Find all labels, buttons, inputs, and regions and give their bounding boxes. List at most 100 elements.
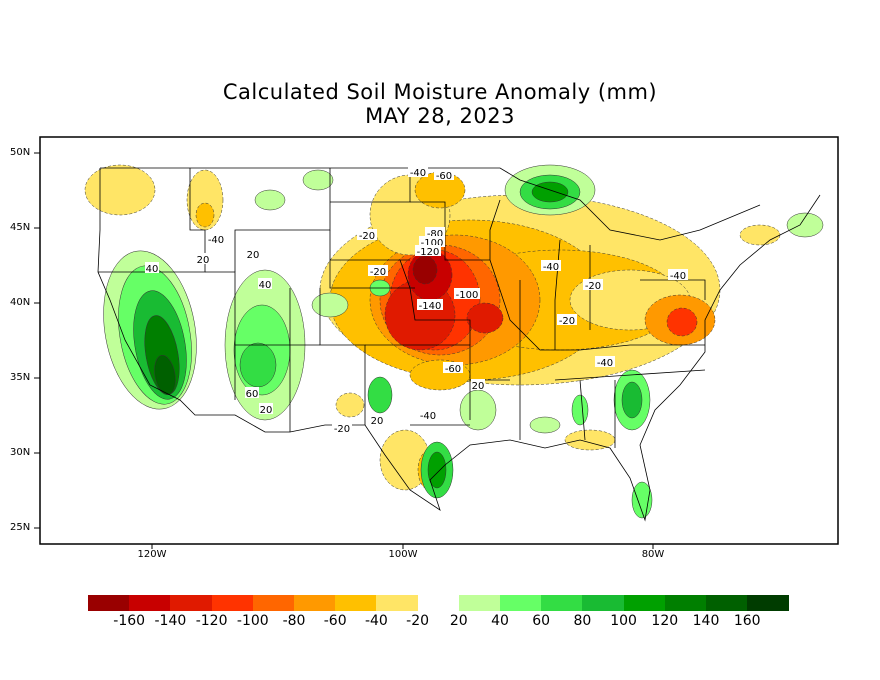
colorbar-swatch (541, 595, 583, 611)
contour-label: -120 (415, 245, 441, 258)
colorbar-label: 40 (491, 613, 509, 629)
lon-label: 120W (137, 549, 167, 560)
map-subtitle: MAY 28, 2023 (365, 104, 515, 128)
colorbar-label: -140 (154, 613, 187, 629)
contour-label: -20 (332, 422, 352, 435)
contour-label-text: 60 (246, 389, 259, 400)
anomaly-fill-layer (84, 164, 824, 519)
contour-label: -20 (557, 314, 577, 327)
lat-label: 35N (10, 372, 31, 383)
contour-label-background (259, 403, 273, 414)
border-line (579, 379, 586, 441)
anomaly-region (302, 169, 334, 191)
state-borders (97, 167, 821, 522)
contour-label-background (418, 409, 438, 420)
contour-label-text: -20 (334, 424, 350, 435)
colorbar-label: -40 (364, 613, 388, 629)
anomaly-region (529, 416, 561, 434)
contour-label-background (332, 422, 352, 433)
colorbar-swatch (582, 595, 625, 611)
border-line (234, 168, 331, 272)
colorbar-label: -100 (236, 613, 269, 629)
contour-label: 20 (259, 403, 273, 416)
contour-label: -20 (583, 279, 603, 292)
colorbar-label: 120 (651, 613, 679, 629)
contour-label-text: -60 (445, 364, 461, 375)
lon-label: 100W (388, 549, 418, 560)
contour-label-background (196, 253, 210, 264)
colorbar-swatch (129, 595, 171, 611)
border-line (640, 279, 706, 300)
colorbar-swatch (376, 595, 419, 611)
contour-labels: -40 -60-20 -80-100-120-20-140-100-40-20-40… (145, 166, 688, 435)
anomaly-region (335, 392, 365, 418)
anomaly-region (154, 354, 176, 396)
colorbar-label: -160 (113, 613, 146, 629)
contour-label: -60 (443, 362, 463, 375)
contour-label-text: -20 (370, 267, 386, 278)
contour-label-text: -40 (410, 168, 426, 179)
contour-label-background (245, 387, 259, 398)
contour-label-background (258, 278, 272, 289)
colorbar-label: 100 (610, 613, 637, 629)
contour-label: -100 (454, 288, 480, 301)
anomaly-region (739, 224, 781, 246)
contour-label: 40 (145, 262, 159, 275)
contour-label: 20 (471, 379, 485, 392)
colorbar-swatch (211, 595, 254, 611)
contour-label: -40 (418, 409, 438, 422)
border-line (98, 168, 206, 273)
contour-label-text: -140 (419, 301, 442, 312)
contour-label-background (557, 314, 577, 325)
colorbar-swatch (294, 595, 336, 611)
contour-label-background (417, 299, 443, 310)
contour-label-background (454, 288, 480, 299)
anomaly-region (786, 212, 824, 238)
lat-label: 30N (10, 447, 31, 458)
contour-label-background (668, 269, 688, 280)
map-frame (39, 136, 839, 545)
contour-label-text: 20 (472, 381, 485, 392)
contour-label-text: -40 (597, 358, 613, 369)
anomaly-region (666, 307, 698, 337)
axis-ticks (34, 152, 654, 549)
colorbar-swatch (747, 595, 789, 611)
contour-label-text: 20 (371, 416, 384, 427)
lat-label: 50N (10, 147, 31, 158)
lat-label: 25N (10, 522, 31, 533)
colorbar-label: 160 (733, 613, 761, 629)
contour-label: -40 (595, 356, 615, 369)
contour-label: -20 (357, 229, 377, 242)
colorbar-label: -60 (323, 613, 347, 629)
contour-label: 20 (196, 253, 210, 266)
anomaly-region (571, 394, 589, 426)
colorbar-swatch (170, 595, 213, 611)
anomaly-region (311, 292, 349, 318)
anomaly-region (367, 376, 393, 414)
colorbar-swatch (664, 595, 707, 611)
contour-label-text: 20 (247, 250, 260, 261)
colorbar-label: 60 (532, 613, 551, 629)
border-line (100, 167, 761, 241)
contour-label-text: -40 (670, 271, 686, 282)
contour-label-background (206, 233, 226, 244)
contour-label-background (246, 248, 260, 259)
contour-label-background (357, 229, 377, 240)
colorbar-label: 140 (692, 613, 720, 629)
contour-label-text: -20 (585, 281, 601, 292)
map-title: Calculated Soil Moisture Anomaly (mm) (222, 80, 658, 104)
border-line (399, 259, 471, 345)
anomaly-region (412, 255, 438, 285)
border-line (365, 344, 510, 381)
anomaly-region (466, 302, 504, 334)
lon-label: 80W (641, 549, 665, 560)
contour-label-background (415, 245, 441, 256)
contour-label-background (408, 166, 428, 177)
contour-label-background (370, 414, 384, 425)
colorbar-label: -20 (406, 613, 430, 629)
contour-label-text: -40 (208, 235, 224, 246)
contour-label-text: -20 (559, 316, 575, 327)
contour-label: -20 (368, 265, 388, 278)
border-line (329, 230, 415, 289)
contour-label-background (145, 262, 159, 273)
